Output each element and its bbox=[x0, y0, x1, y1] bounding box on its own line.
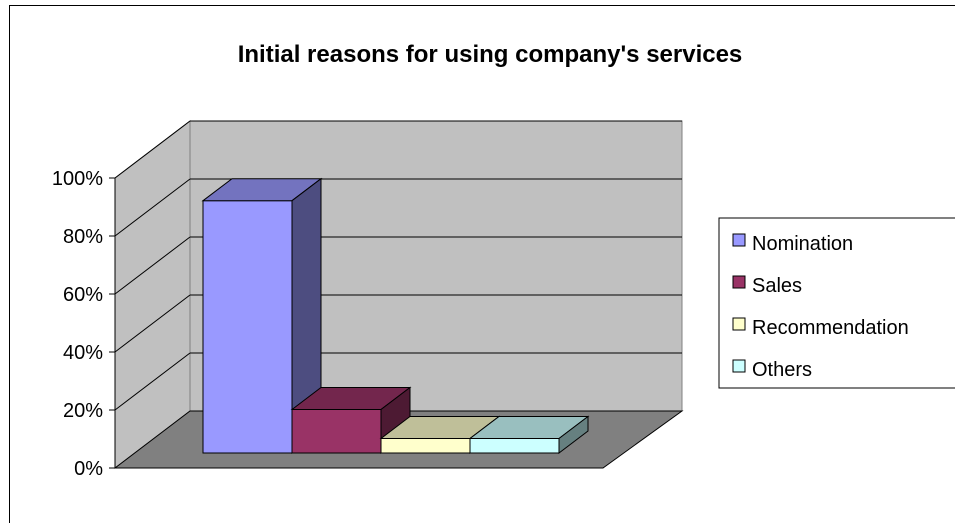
side-wall bbox=[114, 119, 191, 470]
legend: Nomination Sales Recommendation Others bbox=[718, 217, 955, 389]
bar-nomination bbox=[201, 177, 323, 455]
gridline-side bbox=[114, 178, 191, 237]
y-tick-label: 20% bbox=[63, 400, 103, 422]
legend-box bbox=[718, 217, 955, 389]
chart-area bbox=[9, 5, 955, 523]
y-tick-label: 0% bbox=[74, 458, 103, 480]
bars bbox=[201, 177, 590, 455]
bar-side bbox=[558, 415, 589, 455]
legend-label: Others bbox=[752, 359, 812, 381]
y-tick-label: 80% bbox=[63, 226, 103, 248]
legend-label: Recommendation bbox=[752, 317, 909, 339]
legend-swatch bbox=[732, 317, 746, 331]
gridline-side bbox=[114, 294, 191, 353]
y-tick-label: 60% bbox=[63, 284, 103, 306]
y-tick-label: 100% bbox=[52, 168, 103, 190]
gridline-side bbox=[114, 236, 191, 295]
legend-label: Nomination bbox=[752, 233, 853, 255]
bar-front bbox=[469, 438, 560, 454]
bar-others bbox=[468, 415, 590, 455]
gridline-side bbox=[114, 352, 191, 411]
bar-front bbox=[291, 409, 382, 454]
y-tick-label: 40% bbox=[63, 342, 103, 364]
chart-title: Initial reasons for using company's serv… bbox=[238, 41, 743, 68]
legend-swatch bbox=[732, 233, 746, 247]
legend-swatch bbox=[732, 275, 746, 289]
y-axis-ticks: 0% 20% 40% 60% 80% 100% bbox=[52, 168, 116, 480]
bar-front bbox=[380, 438, 471, 454]
legend-label: Sales bbox=[752, 275, 802, 297]
legend-swatch bbox=[732, 359, 746, 373]
bar-front bbox=[202, 200, 293, 454]
gridline-side bbox=[114, 120, 191, 179]
